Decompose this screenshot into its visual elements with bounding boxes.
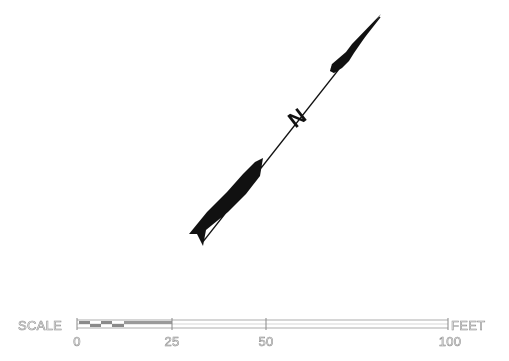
scale-division: [90, 324, 101, 327]
scale-title: SCALE: [18, 318, 62, 333]
north-label: N: [283, 103, 311, 132]
north-arrow-head-notch: [330, 64, 336, 73]
north-arrow-tail: [189, 158, 263, 246]
scale-tick-label: 100: [439, 334, 462, 349]
north-arrow-head: [330, 14, 381, 73]
scale-division: [101, 321, 112, 324]
scale-division: [124, 321, 172, 324]
scale-tick-label: 0: [73, 334, 81, 349]
scale-tick-label: 50: [258, 334, 273, 349]
scale-bar: SCALE FEET 0 25 50 100: [18, 318, 486, 350]
scale-division: [79, 321, 90, 324]
scale-division: [112, 324, 124, 327]
scale-unit: FEET: [451, 318, 485, 333]
svg-text:N: N: [283, 103, 311, 132]
scale-tick-label: 25: [164, 334, 179, 349]
north-arrow-icon: N: [189, 14, 381, 246]
